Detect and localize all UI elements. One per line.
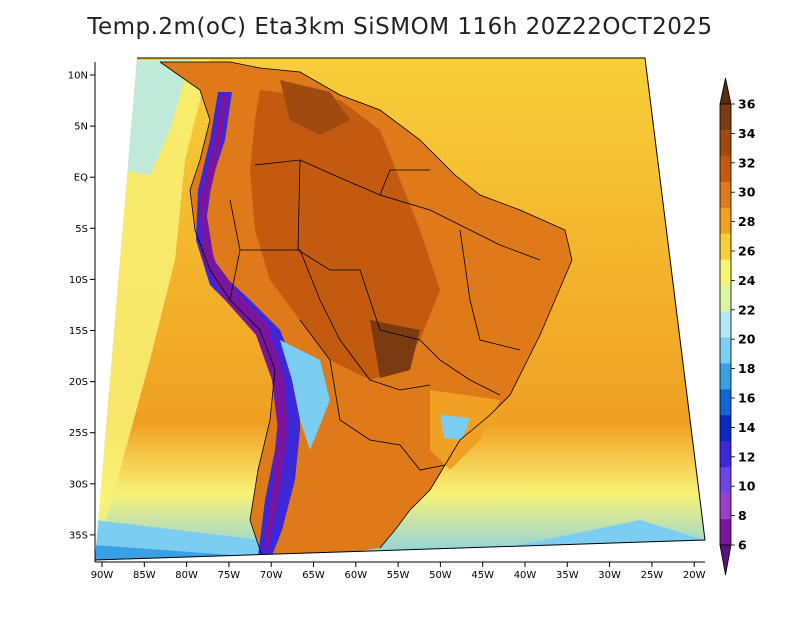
lon-tick-label: 20W (683, 570, 706, 581)
colorbar-label: 34 (738, 126, 756, 141)
lat-tick-label: 5S (75, 224, 88, 235)
colorbar-label: 18 (738, 361, 755, 376)
colorbar-label: 6 (738, 538, 747, 553)
colorbar-segment (720, 285, 731, 312)
lat-tick-label: 25S (69, 428, 88, 439)
colorbar-label: 16 (738, 391, 756, 406)
colorbar-label: 14 (738, 420, 756, 435)
southern-cold-ocean (95, 520, 705, 560)
colorbar-segment (720, 441, 731, 468)
hot-interior (250, 90, 440, 380)
colorbar-segment (720, 104, 731, 131)
political-borders (159, 61, 573, 557)
lat-tick-label: 20S (69, 377, 88, 388)
lat-tick-label: 15S (69, 326, 88, 337)
lat-tick-label: 30S (69, 479, 88, 490)
lat-tick-label: 35S (69, 530, 88, 541)
lon-tick-label: 35W (556, 570, 579, 581)
colorbar-label: 8 (738, 508, 747, 523)
colorbar-segment (720, 129, 731, 157)
lon-tick-label: 60W (344, 570, 367, 581)
colorbar-segment (720, 259, 731, 286)
colorbar-top-arrow (719, 77, 732, 105)
lon-tick-label: 25W (641, 570, 664, 581)
colorbar-segment (720, 389, 731, 416)
lon-tick-label: 55W (387, 570, 410, 581)
hot-core-amazon (280, 80, 350, 135)
colorbar-segment (720, 181, 731, 209)
colorbar-segment (720, 155, 731, 183)
andes-flank (280, 340, 330, 450)
lat-tick-label: 10S (69, 275, 88, 286)
latitude-axis: 10N 5N EQ 5S 10S 15S 20S 25S 30S 35S (68, 71, 95, 541)
lat-tick-label: EQ (74, 173, 88, 184)
lon-tick-label: 90W (91, 570, 114, 581)
pacific-cold-band (120, 60, 190, 175)
colorbar-label: 22 (738, 302, 755, 317)
colorbar-segment (720, 311, 731, 338)
map-frame (94, 57, 706, 561)
colorbar-bottom-arrow (719, 544, 732, 576)
colorbar-label: 12 (738, 449, 755, 464)
colorbar-label: 36 (738, 97, 756, 112)
lon-tick-label: 65W (302, 570, 325, 581)
colorbar-label: 28 (738, 214, 755, 229)
colorbar: 36 34 32 30 28 26 24 22 20 18 16 14 12 10 8 6 (719, 77, 756, 576)
longitude-axis: 90W 85W 80W 75W 70W 65W 60W 55W 50W 45W 40W 35W 30W 2… (91, 562, 706, 581)
southeast-cool-highlands (440, 415, 470, 440)
colorbar-segment (720, 337, 731, 364)
lon-tick-label: 30W (598, 570, 621, 581)
lon-tick-label: 75W (218, 570, 241, 581)
map-title: Temp.2m(oC) Eta3km SiSMOM 116h 20Z22OCT2… (87, 14, 713, 40)
colorbar-segment (720, 519, 731, 546)
colorbar-label: 24 (738, 273, 756, 288)
colorbar-segment (720, 363, 731, 390)
lon-tick-label: 45W (471, 570, 494, 581)
colorbar-label: 32 (738, 155, 755, 170)
colorbar-segment (720, 467, 731, 494)
lon-tick-label: 85W (133, 570, 156, 581)
hot-core-central (370, 320, 420, 378)
colorbar-segment (720, 233, 731, 260)
colorbar-label: 26 (738, 244, 756, 259)
lat-tick-label: 5N (74, 122, 88, 133)
colorbar-label: 20 (738, 332, 756, 347)
temperature-map (95, 58, 705, 560)
lon-tick-label: 80W (175, 570, 198, 581)
lon-tick-label: 40W (514, 570, 537, 581)
colorbar-label: 30 (738, 185, 756, 200)
colorbar-segment (720, 415, 731, 442)
lon-tick-label: 50W (429, 570, 452, 581)
colorbar-segment (720, 207, 731, 235)
lat-tick-label: 10N (68, 71, 88, 82)
colorbar-segment (720, 493, 731, 520)
lon-tick-label: 70W (260, 570, 283, 581)
colorbar-label: 10 (738, 479, 756, 494)
